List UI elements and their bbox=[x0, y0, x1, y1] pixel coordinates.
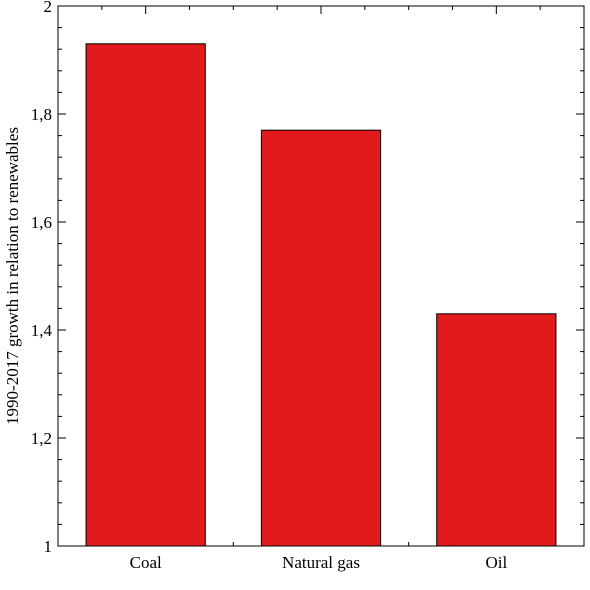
y-tick-label: 2 bbox=[44, 0, 53, 16]
y-axis-title: 1990-2017 growth in relation to renewabl… bbox=[3, 127, 22, 425]
y-tick-labels: 1 1,2 1,4 1,6 1,8 2 bbox=[31, 0, 53, 556]
bar-coal bbox=[85, 43, 206, 547]
plot-frame bbox=[57, 5, 585, 547]
x-tick-label: Natural gas bbox=[282, 553, 360, 572]
bar-oil bbox=[436, 313, 557, 547]
bar-natural-gas bbox=[260, 129, 382, 547]
y-tick-label: 1,2 bbox=[31, 429, 52, 448]
x-tick-labels: Coal Natural gas Oil bbox=[130, 553, 508, 572]
y-tick-label: 1,8 bbox=[31, 105, 52, 124]
x-tick-label: Coal bbox=[130, 553, 162, 572]
y-tick-label: 1,6 bbox=[31, 213, 52, 232]
y-tick-label: 1 bbox=[44, 537, 53, 556]
y-tick-label: 1,4 bbox=[31, 321, 53, 340]
bars bbox=[85, 43, 557, 547]
x-tick-label: Oil bbox=[485, 553, 507, 572]
